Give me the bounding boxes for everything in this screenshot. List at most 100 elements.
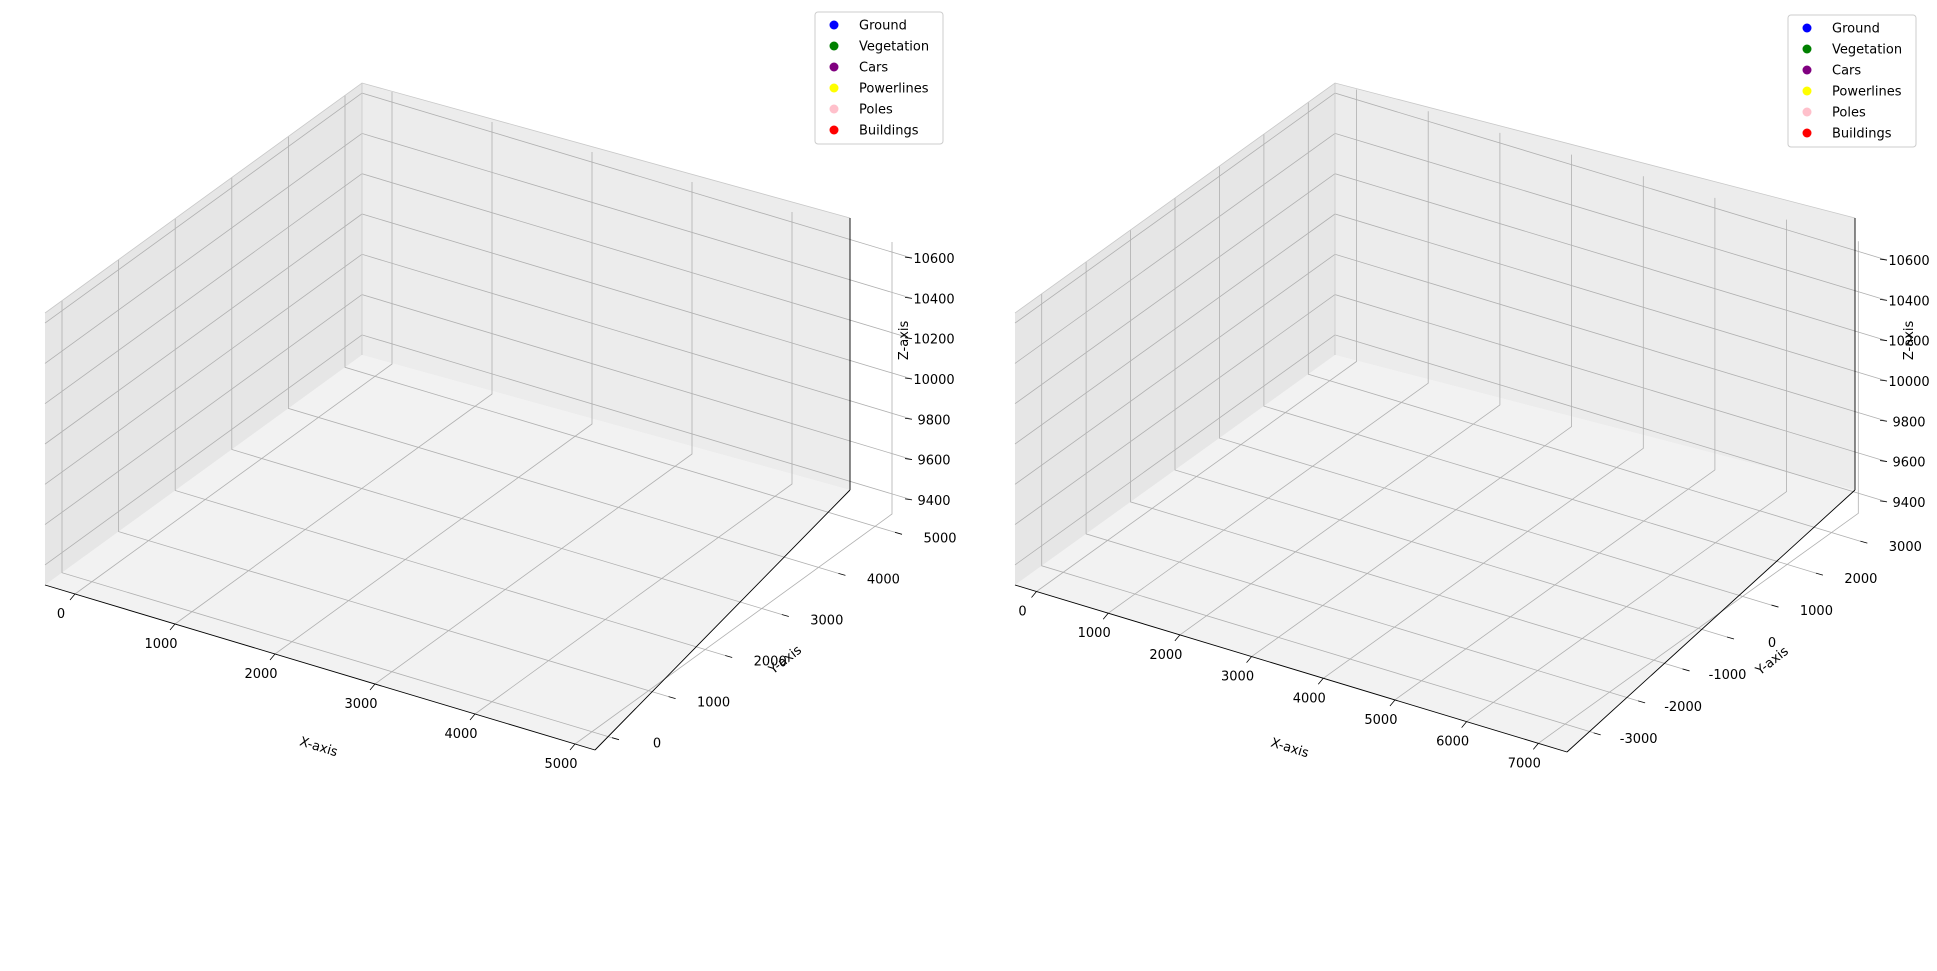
z-tick-label: 9800 xyxy=(1892,415,1925,430)
legend-label-buildings: Buildings xyxy=(1832,127,1892,142)
y-tick-label: 5000 xyxy=(923,531,956,546)
z-tick-label: 10000 xyxy=(913,373,954,388)
legend-marker-poles xyxy=(1802,107,1812,117)
x-tick-label: 1000 xyxy=(144,637,177,652)
x-tick xyxy=(569,743,576,751)
y-tick-label: -2000 xyxy=(1664,700,1702,715)
z-tick-label: 10600 xyxy=(1888,254,1929,269)
plot-left: 0 1000 2000 3000 4000 5000 0 1000 2000 3000 4000 50… xyxy=(44,11,957,772)
y-tick xyxy=(1682,668,1690,672)
x-tick xyxy=(1461,721,1467,728)
legend-frame xyxy=(814,11,944,145)
y-axis-line xyxy=(1566,489,1856,753)
x-tick-label: 3000 xyxy=(1221,670,1254,685)
y-tick xyxy=(1593,732,1601,736)
z-tick-label: 9600 xyxy=(917,454,950,469)
legend-marker-cars xyxy=(1802,65,1812,75)
legend-label-ground: Ground xyxy=(1832,22,1880,37)
y-tick xyxy=(838,573,846,576)
legend-marker-ground xyxy=(829,20,839,30)
legend: Ground Vegetation Cars Powerlines Poles Build… xyxy=(814,11,944,145)
x-tick xyxy=(1102,612,1109,620)
x-tick-label: 6000 xyxy=(1436,735,1469,750)
x-tick xyxy=(1389,699,1396,707)
z-tick xyxy=(904,296,913,299)
x-tick xyxy=(269,653,276,661)
y-tick-label: 0 xyxy=(1768,636,1776,651)
y-tick xyxy=(1815,572,1823,576)
x-tick-label: 3000 xyxy=(344,697,377,712)
x-tick xyxy=(1317,678,1324,685)
y-tick-label: 3000 xyxy=(1889,540,1922,555)
y-axis-line xyxy=(594,489,851,751)
legend-frame xyxy=(1787,14,1917,148)
z-axis-title: Z-axis xyxy=(1902,320,1917,360)
z-tick-label: 10600 xyxy=(913,252,954,267)
legend-label-powerlines: Powerlines xyxy=(1832,85,1902,100)
legend: Ground Vegetation Cars Powerlines Poles Build… xyxy=(1787,14,1917,148)
x-tick-label: 4000 xyxy=(444,727,477,742)
y-tick-label: 1000 xyxy=(697,696,730,711)
legend-marker-cars xyxy=(829,62,839,72)
y-tick xyxy=(894,531,903,535)
y-tick xyxy=(1771,604,1779,608)
legend-marker-vegetation xyxy=(829,41,839,51)
plot-right: 0 1000 2000 3000 4000 5000 6000 7000 -3000 -2000 -… xyxy=(1014,14,1930,771)
legend-label-poles: Poles xyxy=(859,103,893,118)
z-tick xyxy=(1879,258,1888,261)
x-tick-label: 2000 xyxy=(1149,648,1182,663)
x-tick xyxy=(469,713,476,721)
z-tick xyxy=(1879,339,1888,342)
z-tick xyxy=(1879,460,1888,462)
z-tick xyxy=(1879,298,1888,301)
z-tick-label: 9600 xyxy=(1892,456,1925,471)
x-tick xyxy=(1174,634,1181,642)
y-tick xyxy=(1860,540,1868,544)
legend-marker-ground xyxy=(1802,23,1812,33)
left-pane xyxy=(45,83,362,585)
legend-marker-powerlines xyxy=(829,83,839,93)
legend-label-poles: Poles xyxy=(1832,106,1866,121)
floor-pane xyxy=(1015,355,1855,752)
z-tick xyxy=(1879,500,1888,503)
y-tick xyxy=(1638,700,1646,704)
z-tick xyxy=(1879,379,1888,382)
z-axis-title: Z-axis xyxy=(897,320,912,360)
x-tick-label: 0 xyxy=(1018,605,1026,620)
z-tick xyxy=(904,498,913,501)
x-tick-label: 4000 xyxy=(1293,691,1326,706)
x-tick-label: 5000 xyxy=(1364,713,1397,728)
legend-label-ground: Ground xyxy=(859,19,907,34)
x-tick xyxy=(369,683,376,691)
z-tick xyxy=(904,377,913,380)
z-tick-label: 9400 xyxy=(1892,496,1925,511)
y-tick-label: -1000 xyxy=(1709,668,1747,683)
legend-label-cars: Cars xyxy=(859,61,888,76)
y-tick-label: 4000 xyxy=(867,572,900,587)
y-tick-label: 1000 xyxy=(1800,604,1833,619)
y-tick xyxy=(1726,636,1735,640)
back-pane xyxy=(362,83,850,490)
legend-label-cars: Cars xyxy=(1832,64,1861,79)
legend-label-vegetation: Vegetation xyxy=(859,40,929,55)
y-tick-label: -3000 xyxy=(1620,732,1658,747)
legend-marker-vegetation xyxy=(1802,44,1812,54)
z-tick-label: 10200 xyxy=(913,333,954,348)
x-tick xyxy=(1246,656,1252,663)
y-tick xyxy=(668,696,676,699)
z-tick-label: 9800 xyxy=(917,413,950,428)
z-tick-label: 10200 xyxy=(1888,335,1929,350)
legend-marker-buildings xyxy=(829,125,839,135)
legend-marker-poles xyxy=(829,104,839,114)
legend-marker-powerlines xyxy=(1802,86,1812,96)
z-tick-label: 10000 xyxy=(1888,375,1929,390)
legend-marker-buildings xyxy=(1802,128,1812,138)
legend-label-powerlines: Powerlines xyxy=(859,82,929,97)
x-tick xyxy=(1533,743,1539,750)
x-tick-label: 2000 xyxy=(244,667,277,682)
y-tick xyxy=(611,737,620,741)
y-tick-label: 2000 xyxy=(754,655,787,670)
x-tick-label: 5000 xyxy=(544,757,577,772)
z-tick xyxy=(904,458,913,460)
